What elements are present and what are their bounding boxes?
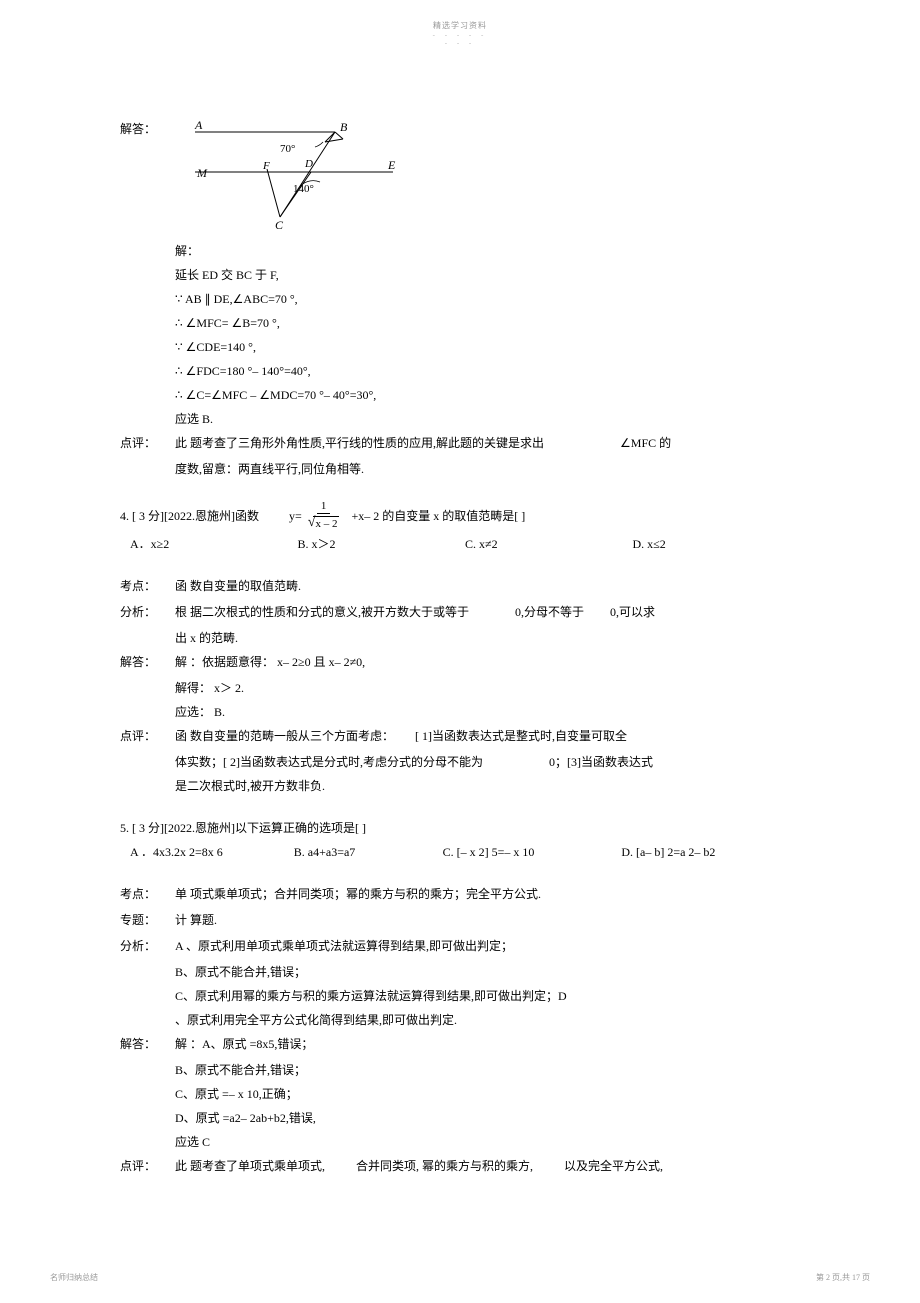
q4-dp3: 是二次根式时,被开方数非负. (120, 774, 800, 798)
q3-line3: ∴ ∠MFC= ∠B=70 °, (120, 311, 800, 335)
q4-title-pre: 4. [ 3 分][2022.恩施州]函数 (120, 504, 259, 528)
q5-choice-d: D. [a– b] 2=a 2– b2 (621, 840, 800, 864)
q4-choice-a: A．x≥2 (130, 532, 298, 556)
q4-dp-b: [ 1]当函数表达式是整式时,自变量可取全 (415, 729, 627, 743)
q4-dp-a: 函 数自变量的范畴一般从三个方面考虑： (175, 729, 394, 743)
q4-jd2: 解得： x＞ 2. (120, 676, 800, 700)
q4-fraction: 1 √ x – 2 (304, 499, 344, 532)
q4-yeq: y= (289, 504, 302, 528)
q4-dp2: 体实数；[ 2]当函数表达式是分式时,考虑分式的分母不能为 0；[3]当函数表达… (120, 750, 800, 774)
q4-jd1: 解 ：依据题意得： x– 2≥0 且 x– 2≠0, (175, 650, 800, 674)
q5-dp-a: 此 题考查了单项式乘单项式, (175, 1159, 325, 1173)
q5-choices: A ．4x3.2x 2=8x 6 B. a4+a3=a7 C. [– x 2] … (120, 840, 800, 864)
footer-left: 名师归纳总结 (50, 1272, 98, 1283)
frac-denominator: √ x – 2 (304, 514, 344, 532)
page-content: 解答： A B 70° M F D E 140° C (0, 47, 920, 1178)
label-dianping-4: 点评： (120, 724, 175, 748)
label-fenxi-5: 分析： (120, 934, 175, 958)
q5-dp-b: 合并同类项, 幂的乘方与积的乘方, (356, 1159, 533, 1173)
label-jieda-5: 解答： (120, 1032, 175, 1056)
svg-text:D: D (304, 158, 313, 170)
q4-choice-c: C. x≠2 (465, 532, 633, 556)
svg-text:F: F (262, 160, 270, 172)
q4-dp2-b: 0；[3]当函数表达式 (549, 755, 653, 769)
q5-fx2: B、原式不能合并,错误； (120, 960, 800, 984)
q3-line5: ∴ ∠FDC=180 °– 140°=40°, (120, 359, 800, 383)
q3-solve: 解： (120, 239, 800, 263)
q4-title: 4. [ 3 分][2022.恩施州]函数 y= 1 √ x – 2 +x– 2… (120, 499, 800, 532)
svg-text:M: M (196, 166, 208, 180)
label-jieda-4: 解答： (120, 650, 175, 674)
q3-dp1-tail: ∠MFC 的 (620, 436, 671, 450)
label-kaodian-5: 考点： (120, 882, 175, 906)
watermark-dashes: - - - - - (0, 31, 920, 39)
q4-fx: 根 据二次根式的性质和分式的意义,被开方数大于或等于 0,分母不等于 0,可以求 (175, 600, 800, 624)
q3-line4: ∵ ∠CDE=140 °, (120, 335, 800, 359)
q4-choice-b: B. x＞2 (298, 532, 466, 556)
label-zhuanti: 专题： (120, 908, 175, 932)
svg-text:B: B (340, 120, 348, 134)
q3-line1: 延长 ED 交 BC 于 F, (120, 263, 800, 287)
q5-jd5: 应选 C (120, 1130, 800, 1154)
q5-jd4: D、原式 =a2– 2ab+b2,错误, (120, 1106, 800, 1130)
q5-fx4: 、原式利用完全平方公式化简得到结果,即可做出判定. (120, 1008, 800, 1032)
watermark-title: 精选学习资料 (0, 0, 920, 31)
svg-text:70°: 70° (280, 143, 295, 155)
q3-line6: ∴ ∠C=∠MFC – ∠MDC=70 °– 40°=30°, (120, 383, 800, 407)
svg-text:E: E (387, 158, 396, 172)
svg-text:C: C (275, 218, 284, 232)
q5-zt: 计 算题. (175, 908, 800, 932)
label-kaodian: 考点： (120, 574, 175, 598)
q4-jd3: 应选： B. (120, 700, 800, 724)
q4-fx-a: 根 据二次根式的性质和分式的意义,被开方数大于或等于 (175, 605, 469, 619)
q4-choices: A．x≥2 B. x＞2 C. x≠2 D. x≤2 (120, 532, 800, 556)
q5-title: 5. [ 3 分][2022.恩施州]以下运算正确的选项是[ ] (120, 816, 800, 840)
q4-dp2-a: 体实数；[ 2]当函数表达式是分式时,考虑分式的分母不能为 (175, 755, 483, 769)
q4-choice-d: D. x≤2 (633, 532, 801, 556)
svg-text:140°: 140° (293, 183, 314, 195)
frac-numerator: 1 (317, 499, 331, 514)
q4-dp: 函 数自变量的范畴一般从三个方面考虑： [ 1]当函数表达式是整式时,自变量可取… (175, 724, 800, 748)
q3-dp1: 此 题考查了三角形外角性质,平行线的性质的应用,解此题的关键是求出 ∠MFC 的 (175, 431, 800, 455)
q5-choice-a: A ．4x3.2x 2=8x 6 (130, 840, 294, 864)
q5-kd: 单 项式乘单项式；合并同类项；幂的乘方与积的乘方；完全平方公式. (175, 882, 800, 906)
q5-jd1: 解 ：A、原式 =8x5,错误； (175, 1032, 800, 1056)
label-dianping-5: 点评： (120, 1154, 175, 1178)
q5-dp-c: 以及完全平方公式, (564, 1159, 663, 1173)
q5-fx3: C、原式利用幂的乘方与积的乘方运算法就运算得到结果,即可做出判定；D (120, 984, 800, 1008)
sqrt-arg: x – 2 (313, 516, 339, 531)
label-jieda: 解答： (120, 117, 175, 141)
q4-kd: 函 数自变量的取值范畴. (175, 574, 800, 598)
q4-fx2: 出 x 的范畴. (120, 626, 800, 650)
geometry-diagram: A B 70° M F D E 140° C (185, 117, 800, 237)
q5-jd2: B、原式不能合并,错误； (120, 1058, 800, 1082)
q3-dp1-a: 此 题考查了三角形外角性质,平行线的性质的应用,解此题的关键是求出 (175, 436, 544, 450)
q4-fx-b: 0,分母不等于 (515, 605, 584, 619)
q5-choice-b: B. a4+a3=a7 (294, 840, 443, 864)
q4-fx-c: 0,可以求 (610, 605, 655, 619)
watermark-dashes2: - - - (0, 39, 920, 47)
q3-line7: 应选 B. (120, 407, 800, 431)
label-fenxi: 分析： (120, 600, 175, 624)
footer-right: 第 2 页,共 17 页 (816, 1272, 870, 1283)
q3-dp2: 度数,留意：两直线平行,同位角相等. (120, 457, 800, 481)
q5-fx1: A 、原式利用单项式乘单项式法就运算得到结果,即可做出判定； (175, 934, 800, 958)
q5-dp: 此 题考查了单项式乘单项式, 合并同类项, 幂的乘方与积的乘方, 以及完全平方公… (175, 1154, 800, 1178)
q5-choice-c: C. [– x 2] 5=– x 10 (443, 840, 622, 864)
label-dianping: 点评： (120, 431, 175, 455)
svg-text:A: A (194, 118, 203, 132)
q3-line2: ∵ AB ∥ DE,∠ABC=70 °, (120, 287, 800, 311)
q5-jd3: C、原式 =– x 10,正确； (120, 1082, 800, 1106)
q4-title-post: +x– 2 的自变量 x 的取值范畴是[ ] (351, 504, 525, 528)
